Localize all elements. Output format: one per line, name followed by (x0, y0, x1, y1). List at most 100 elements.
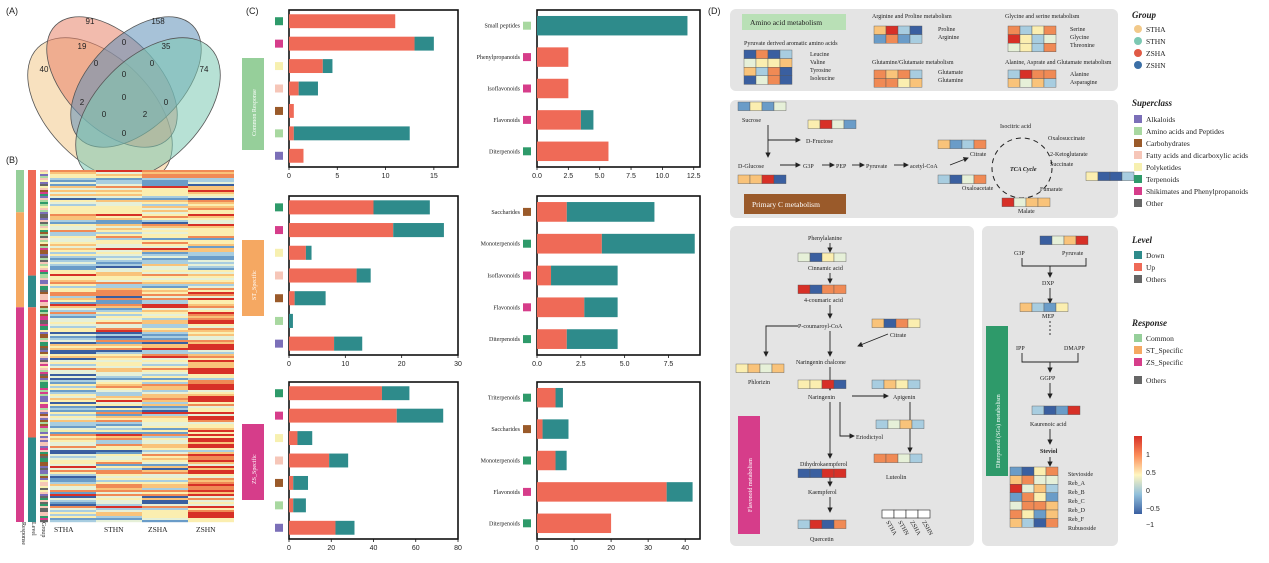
bar-down (551, 265, 618, 286)
heat-cell (142, 406, 188, 409)
group-cell (40, 302, 48, 305)
group-cell (40, 360, 48, 363)
heat-cell (142, 268, 188, 271)
ala-item: Asparagine (1070, 80, 1098, 86)
group-cell (40, 222, 48, 225)
heat-cell (96, 404, 142, 407)
pathway-heat-cell (1043, 302, 1057, 312)
heat-cell (188, 468, 234, 471)
heat-cell (142, 258, 188, 261)
group-cell (40, 408, 48, 411)
heat-cell (188, 322, 234, 325)
heat-cell (188, 228, 234, 231)
group-cell (40, 520, 48, 523)
heat-cell (188, 396, 234, 399)
heat-cell (188, 456, 234, 459)
pathway-heat-cell (1031, 25, 1045, 35)
pathway-heat-cell (897, 34, 911, 44)
pathway-heat-cell (833, 519, 847, 529)
bar-up (537, 513, 612, 534)
heat-cell (96, 254, 142, 257)
sg-label: Reb_F (1068, 517, 1085, 523)
heat-cell (142, 360, 188, 363)
category-swatch (275, 129, 283, 138)
heat-cell (96, 440, 142, 443)
x-tick-label: 40 (370, 545, 378, 552)
group-cell (40, 448, 48, 451)
heat-cell (142, 376, 188, 379)
pathway-heat-cell (821, 519, 835, 529)
heat-cell (96, 216, 142, 219)
heat-cell (142, 344, 188, 347)
heat-col-label: ZSHN (196, 525, 216, 534)
category-swatch (523, 53, 531, 62)
pathway-heat-cell (1037, 197, 1051, 207)
legend-item-label: STHN (1146, 37, 1166, 46)
pathway-heat-cell (1043, 69, 1057, 79)
scale-tick: −0.5 (1146, 506, 1160, 513)
heat-cell (142, 300, 188, 303)
pathway-heat-cell (1051, 235, 1065, 245)
heat-cell (142, 386, 188, 389)
group-cell (40, 428, 48, 431)
heat-cell (96, 420, 142, 423)
gly-item: Serine (1070, 27, 1086, 33)
heat-cell (50, 242, 96, 245)
heat-cell (50, 210, 96, 213)
bar-up (289, 36, 415, 51)
x-tick-label: 10 (382, 173, 390, 180)
heat-cell (50, 436, 96, 439)
heat-cell (142, 214, 188, 217)
group-cell (40, 318, 48, 321)
heat-cell (142, 388, 188, 391)
pathway-heat-cell (885, 25, 899, 35)
heat-cell (142, 474, 188, 477)
pathway-heat-cell (1031, 302, 1045, 312)
level-strip (28, 437, 36, 522)
sg-label: Reb_B (1068, 490, 1085, 496)
heat-cell (50, 190, 96, 193)
node-sucrose: Sucrose (742, 118, 761, 124)
heat-cell (50, 262, 96, 265)
pathway-heat-cell (797, 284, 811, 294)
heat-cell (50, 476, 96, 479)
pathway-heat-cell (1007, 43, 1021, 53)
group-cell (40, 512, 48, 515)
bar-up (289, 200, 374, 215)
level-strip (28, 307, 36, 438)
group-cell (40, 406, 48, 409)
node-ipp: IPP (1016, 346, 1025, 352)
legend-swatch (1134, 263, 1142, 271)
bar-down (305, 245, 312, 260)
pathway-heat-cell (767, 66, 781, 76)
heat-cell (142, 512, 188, 515)
heat-cell (50, 444, 96, 447)
col-key-cell (905, 509, 919, 519)
heat-cell (96, 494, 142, 497)
pathway-heat-cell (911, 419, 925, 429)
heat-cell (50, 412, 96, 415)
heat-cell (50, 268, 96, 271)
sg-label: Reb_A (1068, 481, 1086, 487)
group-cell (40, 340, 48, 343)
heat-cell (188, 196, 234, 199)
venn-region-count: 2 (143, 110, 148, 119)
heat-cell (50, 180, 96, 183)
heat-cell (50, 278, 96, 281)
legend-item-label: STHA (1146, 25, 1166, 34)
heat-cell (50, 238, 96, 241)
x-tick-label: 10.0 (656, 173, 670, 180)
heat-cell (142, 416, 188, 419)
group-cell (40, 202, 48, 205)
legend-swatch (1134, 334, 1142, 342)
heat-cell (50, 380, 96, 383)
pathway-heat-cell (1033, 466, 1047, 476)
group-cell (40, 492, 48, 495)
legend-swatch (1134, 175, 1142, 183)
pathway-heat-cell (1007, 25, 1021, 35)
level-strip (28, 170, 36, 276)
bar-up (289, 498, 294, 513)
heat-cell (96, 182, 142, 185)
group-cell (40, 352, 48, 355)
category-label: Isoflavonoids (487, 273, 520, 280)
